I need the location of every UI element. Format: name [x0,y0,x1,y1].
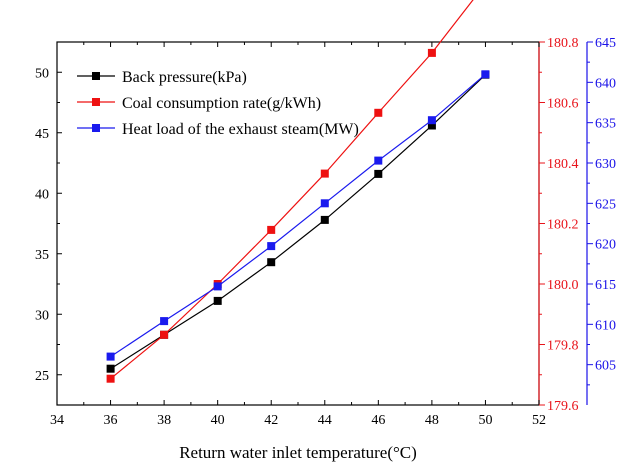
left-tick-label: 25 [35,369,49,384]
red-tick-label: 180.2 [547,218,579,233]
legend-marker [92,124,100,132]
x-tick-label: 38 [157,413,171,428]
data-point [106,374,115,383]
blue-tick-label: 620 [595,238,616,253]
blue-tick-label: 630 [595,157,616,172]
x-tick-label: 34 [50,413,64,428]
series-line [110,74,486,370]
data-point [320,199,329,208]
blue-tick-label: 645 [595,36,616,51]
data-point [481,70,490,79]
blue-tick-label: 635 [595,117,616,132]
data-point [267,258,276,267]
legend-label: Heat load of the exhaust steam(MW) [122,121,359,138]
series-layer [106,0,490,383]
series-line [110,0,474,380]
series-line [110,73,486,358]
data-point [374,156,383,165]
data-point [427,48,436,57]
red-tick-label: 179.6 [547,399,579,414]
red-tick-label: 180.6 [547,97,579,112]
legend-label: Coal consumption rate(g/kWh) [122,95,321,112]
left-tick-label: 45 [35,127,49,142]
data-point [427,121,436,130]
data-point [374,169,383,178]
red-tick-label: 180.4 [547,157,579,172]
left-tick-label: 35 [35,248,49,263]
left-tick-label: 50 [35,66,49,81]
legend-label: Back pressure(kPa) [122,69,247,86]
data-point [106,364,115,373]
x-tick-label: 40 [211,413,225,428]
x-tick-label: 52 [532,413,546,428]
x-tick-label: 50 [478,413,492,428]
blue-tick-label: 640 [595,76,616,91]
legend-marker [92,72,100,80]
red-tick-label: 180.8 [547,36,579,51]
blue-tick-label: 615 [595,278,616,293]
left-tick-label: 30 [35,308,49,323]
data-point [267,242,276,251]
x-tick-label: 42 [264,413,278,428]
red-tick-label: 179.8 [547,339,579,354]
x-tick-label: 46 [371,413,385,428]
data-point [160,317,169,326]
blue-tick-label: 625 [595,197,616,212]
tick-layer: 34 36 38 40 42 44 46 48 50 52 25 30 35 40 45 50 179.6 179… [35,36,616,428]
data-point [160,330,169,339]
data-point [374,108,383,117]
data-point [106,352,115,361]
x-axis-label: Return water inlet temperature(°C) [179,443,417,462]
x-tick-label: 36 [104,413,118,428]
data-point [267,225,276,234]
left-tick-label: 40 [35,187,49,202]
red-tick-label: 180.0 [547,278,579,293]
x-tick-label: 48 [425,413,439,428]
data-point [427,116,436,125]
legend-marker [92,98,100,106]
data-point [213,296,222,305]
data-point [320,215,329,224]
blue-tick-label: 605 [595,359,616,374]
blue-tick-label: 610 [595,318,616,333]
legend: Back pressure(kPa) Coal consumption rate(… [77,69,359,138]
data-point [320,169,329,178]
data-point [213,282,222,291]
x-tick-label: 44 [318,413,332,428]
